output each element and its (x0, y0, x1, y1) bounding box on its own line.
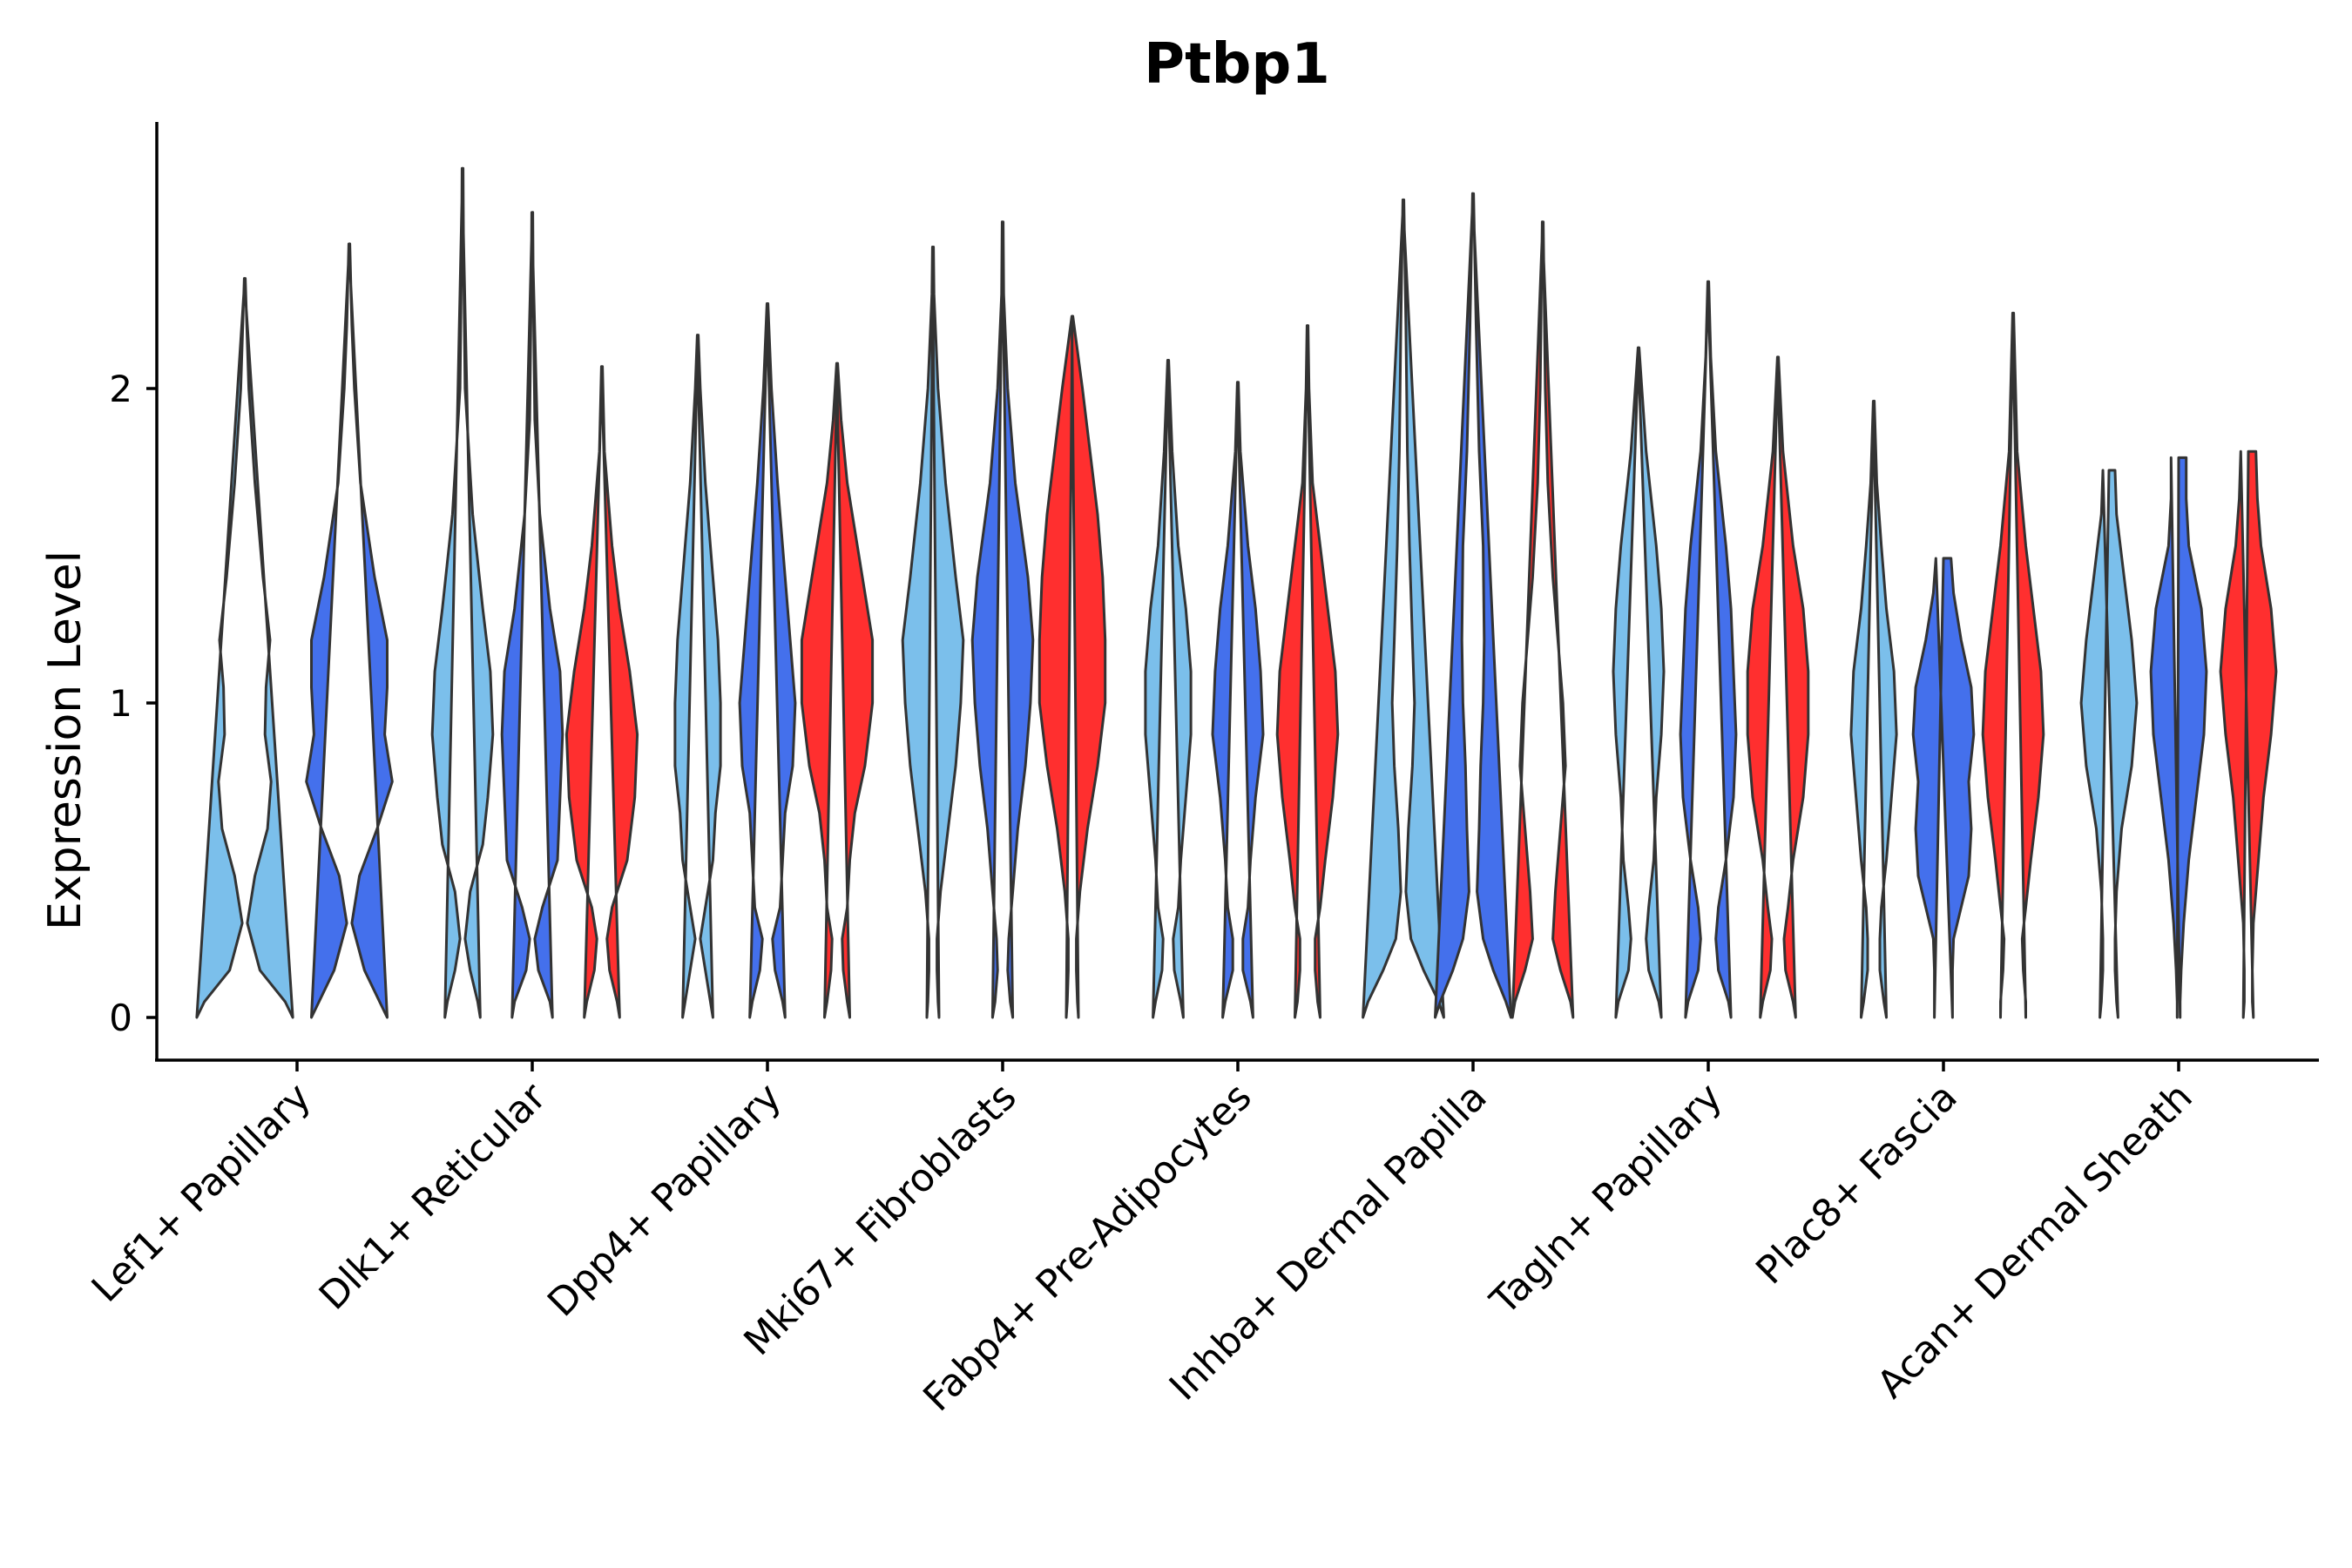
violin-5-0 (1362, 198, 1445, 1019)
violin-2-0 (673, 334, 722, 1019)
violin-7-0 (1849, 399, 1898, 1019)
y-axis-label: Expression Level (39, 551, 91, 930)
x-tick-label: Dpp4+ Papillary (539, 1075, 790, 1326)
violin-6-1 (1679, 280, 1738, 1019)
violin-4-1 (1211, 381, 1265, 1019)
violins-layer (195, 166, 2278, 1019)
violin-3-2 (1037, 314, 1107, 1019)
violin-1-1 (500, 211, 564, 1019)
violin-8-1 (2149, 456, 2208, 1019)
violin-3-1 (970, 220, 1035, 1019)
violin-3-0 (901, 246, 965, 1019)
x-tick-label: Tagln+ Papillary (1482, 1075, 1731, 1324)
y-tick-label: 1 (109, 682, 132, 725)
violin-8-2 (2219, 449, 2278, 1019)
violin-4-2 (1275, 324, 1340, 1019)
y-tick-label: 2 (109, 368, 132, 410)
violin-1-0 (430, 166, 495, 1019)
violin-0-1 (305, 242, 394, 1019)
x-tick-label: Plac8+ Fascia (1747, 1075, 1966, 1294)
violin-1-2 (564, 365, 639, 1019)
chart-title: Ptbp1 (1144, 32, 1330, 97)
violin-2-2 (800, 362, 875, 1019)
violin-5-2 (1511, 220, 1575, 1019)
violin-4-0 (1144, 359, 1193, 1019)
x-tick-label: Dlk1+ Reticular (311, 1074, 556, 1319)
violin-6-0 (1612, 346, 1666, 1019)
violin-7-2 (1981, 311, 2045, 1019)
violin-7-1 (1911, 557, 1976, 1019)
violin-6-2 (1746, 355, 1810, 1019)
violin-0-0 (195, 277, 294, 1019)
y-ticks: 0 1 2 (109, 368, 157, 1039)
x-tick-label: Lef1+ Papillary (84, 1075, 320, 1311)
y-tick-label: 0 (109, 997, 132, 1039)
violin-5-1 (1434, 192, 1512, 1019)
violin-8-0 (2079, 469, 2139, 1019)
violin-2-1 (738, 302, 797, 1019)
